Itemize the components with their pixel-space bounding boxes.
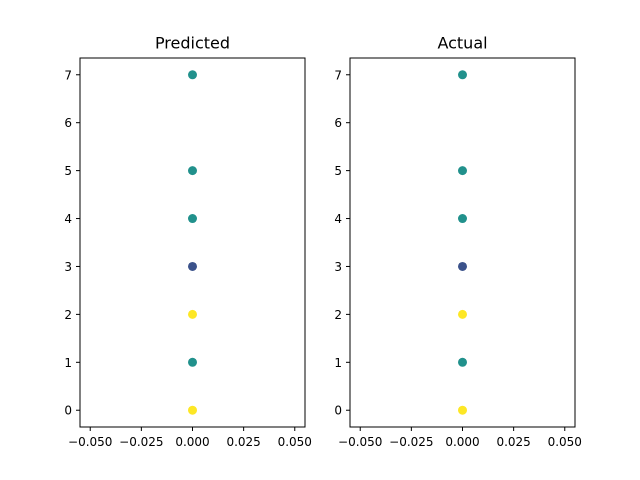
y-tick-label: 2 (64, 308, 72, 322)
data-point (188, 357, 197, 367)
x-tick-label: −0.050 (68, 435, 112, 449)
y-tick-label: 5 (64, 164, 72, 178)
y-tick-label: 4 (64, 212, 72, 226)
y-tick-label: 3 (334, 260, 342, 274)
data-point (188, 166, 197, 176)
y-tick-label: 6 (334, 116, 342, 130)
data-point (458, 357, 467, 367)
x-tick-label: 0.000 (445, 435, 479, 449)
plot-area: −0.050 −0.025 0.000 0.025 0.050 0 1 2 3 4 5 6 7 (334, 57, 582, 449)
y-tick-label: 1 (334, 356, 342, 370)
x-tick-label: 0.050 (548, 435, 582, 449)
x-tick-label: −0.050 (338, 435, 382, 449)
data-point (458, 261, 467, 271)
y-tick-label: 3 (64, 260, 72, 274)
x-tick-label: −0.025 (119, 435, 163, 449)
y-tick-label: 4 (334, 212, 342, 226)
subplot-title: Actual (437, 34, 487, 53)
y-tick-label: 5 (334, 164, 342, 178)
data-point (188, 309, 197, 319)
data-point (458, 166, 467, 176)
data-point (458, 214, 467, 224)
data-point (458, 70, 467, 80)
data-point (458, 309, 467, 319)
y-tick-label: 7 (64, 68, 72, 82)
subplot-actual: Actual −0.050 −0.025 0.000 0.025 0.050 0 1 2 3 4 5… (334, 34, 582, 450)
y-tick-label: 1 (64, 356, 72, 370)
x-tick-label: −0.025 (389, 435, 433, 449)
x-tick-label: 0.000 (175, 435, 209, 449)
data-point (188, 214, 197, 224)
subplot-title: Predicted (155, 34, 230, 53)
y-tick-label: 0 (64, 404, 72, 418)
y-tick-label: 2 (334, 308, 342, 322)
y-tick-label: 6 (64, 116, 72, 130)
plot-area: −0.050 −0.025 0.000 0.025 0.050 0 1 2 3 4 5 6 7 (64, 57, 312, 449)
data-point (458, 405, 467, 415)
data-point (188, 261, 197, 271)
x-tick-label: 0.025 (496, 435, 530, 449)
x-tick-label: 0.025 (226, 435, 260, 449)
data-point (188, 70, 197, 80)
subplot-predicted: Predicted −0.050 −0.025 0.000 0.025 0.050 0 1 2… (64, 34, 312, 450)
y-tick-label: 7 (334, 68, 342, 82)
y-tick-label: 0 (334, 404, 342, 418)
x-tick-label: 0.050 (278, 435, 312, 449)
data-point (188, 405, 197, 415)
